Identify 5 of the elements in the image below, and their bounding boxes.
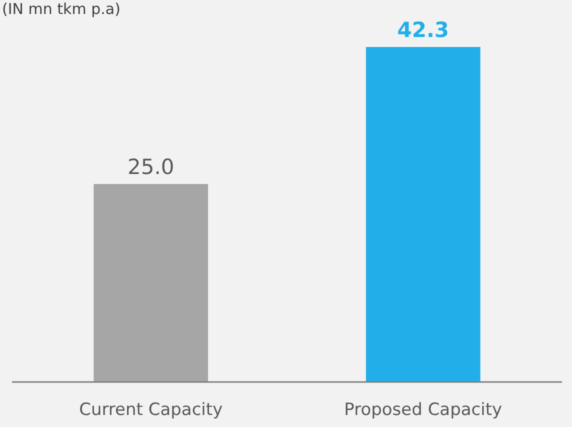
x-tick-label: Current Capacity	[79, 400, 223, 420]
chart-title: (IN mn tkm p.a)	[2, 0, 120, 18]
data-label: 42.3	[397, 18, 450, 42]
data-label: 25.0	[127, 155, 174, 180]
x-tick-label: Proposed Capacity	[344, 400, 502, 420]
